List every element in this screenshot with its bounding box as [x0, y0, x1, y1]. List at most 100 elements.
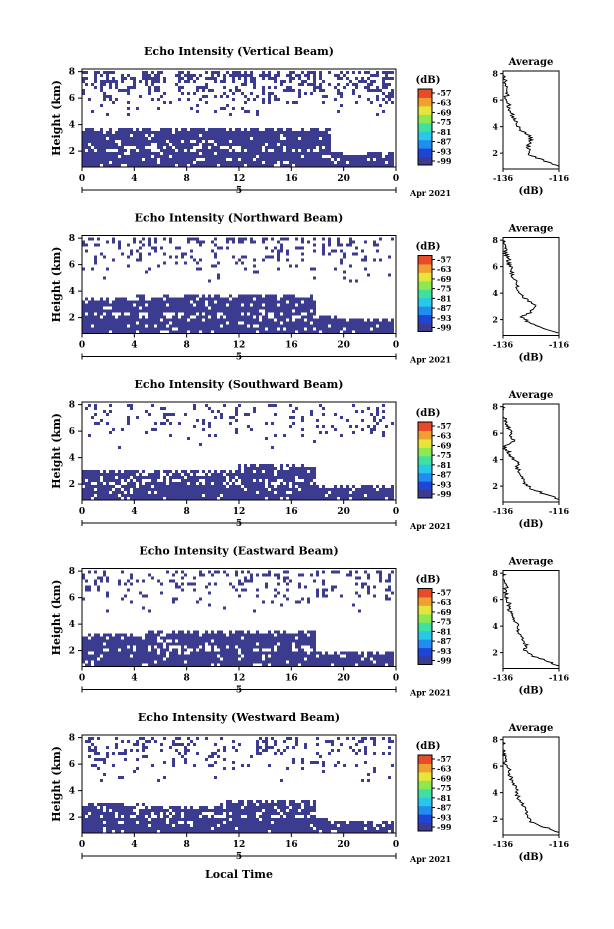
echo-cell — [295, 482, 298, 485]
echo-cell — [343, 321, 346, 325]
echo-cell — [247, 494, 250, 497]
echo-cell — [112, 258, 115, 262]
echo-cells — [82, 737, 394, 833]
echo-cell — [259, 470, 262, 473]
echo-cell — [97, 309, 100, 313]
echo-cell — [241, 306, 244, 310]
echo-cell — [124, 315, 127, 319]
echo-cell — [247, 476, 250, 479]
echo-cell — [112, 485, 115, 488]
echo-cell — [307, 473, 310, 476]
echo-cell — [163, 237, 166, 241]
echo-cell — [184, 327, 187, 331]
echo-cell — [277, 309, 280, 313]
echo-cell — [283, 488, 286, 491]
echo-cell — [211, 321, 214, 325]
echo-cell — [259, 648, 262, 652]
echo-cell — [115, 330, 118, 334]
echo-cell — [151, 645, 154, 649]
echo-cell — [385, 158, 388, 161]
echo-cell — [262, 131, 265, 134]
echo-cell — [358, 155, 361, 158]
echo-cell — [385, 651, 388, 655]
echo-cell — [100, 485, 103, 488]
echo-cell — [109, 479, 112, 482]
echo-cell — [277, 128, 280, 131]
echo-cell — [127, 140, 130, 143]
echo-cell — [298, 485, 301, 488]
echo-cell — [175, 473, 178, 476]
echo-cell — [220, 134, 223, 137]
echo-cell — [178, 476, 181, 479]
echo-cell — [241, 300, 244, 304]
echo-cell — [376, 318, 379, 322]
echo-cell — [358, 491, 361, 494]
echo-cell — [238, 74, 241, 77]
echo-cell — [379, 158, 382, 161]
echo-cell — [220, 488, 223, 491]
echo-cell — [115, 143, 118, 146]
echo-cell — [172, 137, 175, 140]
echo-cell — [217, 149, 220, 152]
echo-cell — [373, 488, 376, 491]
echo-cell — [337, 570, 340, 574]
colorbar-segment — [418, 139, 432, 149]
echo-cell — [178, 164, 181, 167]
echo-cell — [391, 161, 394, 164]
echo-cell — [106, 422, 109, 425]
echo-cell — [256, 143, 259, 146]
echo-cell — [289, 149, 292, 152]
echo-cell — [193, 425, 196, 428]
echo-cell — [205, 324, 208, 328]
echo-cell — [169, 663, 172, 667]
echo-cell — [295, 324, 298, 328]
echo-cell — [97, 663, 100, 667]
echo-cell — [169, 240, 172, 244]
echo-cell — [391, 77, 394, 80]
echo-cell — [388, 327, 391, 331]
echo-cell — [121, 77, 124, 80]
echo-cell — [289, 657, 292, 661]
echo-cell — [82, 494, 85, 497]
echo-cell — [259, 297, 262, 301]
echo-cell — [94, 330, 97, 334]
echo-cell — [355, 252, 358, 256]
echo-cell — [271, 255, 274, 259]
echo-cell — [376, 570, 379, 574]
echo-cell — [289, 639, 292, 643]
echo-cell — [244, 83, 247, 86]
echo-cell — [256, 146, 259, 149]
echo-cell — [268, 476, 271, 479]
echo-cell — [265, 149, 268, 152]
echo-cell — [214, 491, 217, 494]
echo-cell — [202, 657, 205, 661]
echo-cell — [181, 497, 184, 500]
echo-cell — [118, 491, 121, 494]
echo-cell — [112, 143, 115, 146]
echo-cell — [187, 152, 190, 155]
echo-cell — [253, 143, 256, 146]
echo-cell — [127, 654, 130, 658]
echo-cell — [301, 306, 304, 310]
echo-cell — [244, 267, 247, 271]
echo-cell — [235, 570, 238, 574]
echo-cell — [196, 630, 199, 634]
echo-cell — [340, 657, 343, 661]
echo-cell — [253, 294, 256, 298]
echo-cell — [238, 630, 241, 634]
echo-cell — [193, 648, 196, 652]
echo-cell — [301, 128, 304, 131]
echo-cell — [379, 324, 382, 328]
echo-cell — [295, 237, 298, 241]
echo-cell — [238, 476, 241, 479]
echo-cell — [124, 582, 127, 586]
echo-cell — [91, 131, 94, 134]
echo-cell — [205, 488, 208, 491]
echo-cell — [250, 149, 253, 152]
echo-cell — [256, 573, 259, 577]
echo-cell — [241, 645, 244, 649]
echo-cell — [271, 494, 274, 497]
echo-cell — [139, 663, 142, 667]
echo-cell — [106, 164, 109, 167]
echo-cell — [283, 470, 286, 473]
